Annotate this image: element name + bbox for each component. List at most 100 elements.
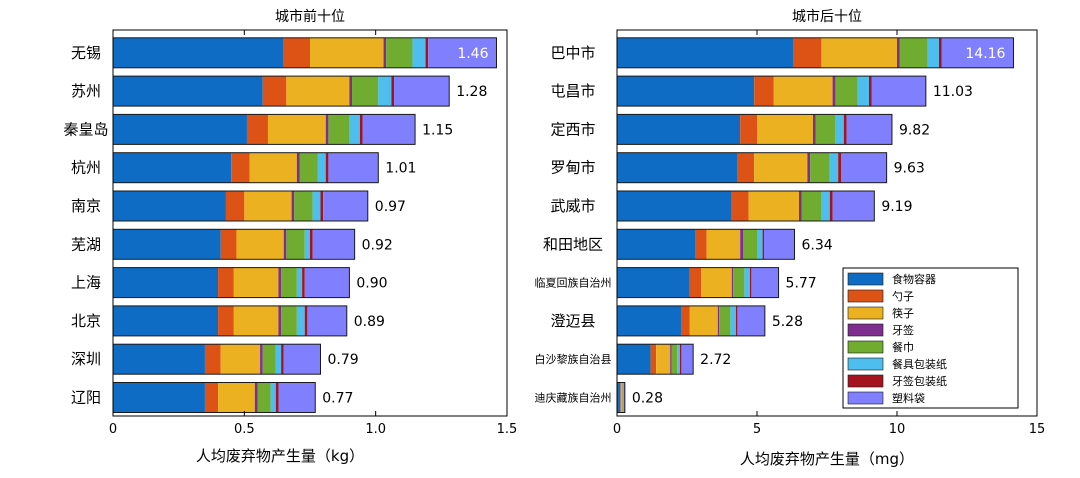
bar-segment-right-5-0 (617, 229, 696, 260)
bar-segment-left-9-3 (254, 382, 258, 413)
chart-panel-right: 城市后十位 14.16 巴中市 11.03 屯昌市 9.82 定西市 9.63 罗甸市 9.19 武… (535, 8, 1046, 468)
x-tick-label-right-0: 0 (613, 422, 621, 437)
bar-segment-right-2-2 (757, 114, 813, 145)
bar-segment-right-8-4 (671, 344, 678, 375)
category-label-left-8: 深圳 (71, 350, 101, 368)
bar-segment-right-6-0 (617, 267, 690, 298)
bar-segment-left-8-0 (113, 344, 205, 375)
bar-segment-right-5-2 (706, 229, 741, 260)
bar-segment-right-3-0 (617, 152, 738, 183)
bar-segment-left-2-4 (328, 114, 350, 145)
bar-segment-left-8-5 (275, 344, 282, 375)
chart-title-right: 城市后十位 (792, 8, 862, 25)
bar-segment-right-5-1 (695, 229, 707, 260)
bar-segment-left-9-7 (278, 382, 316, 413)
bar-segment-right-4-0 (617, 191, 732, 221)
bar-segment-right-7-3 (717, 305, 720, 336)
bar-segment-left-5-2 (236, 229, 284, 260)
bar-segment-left-0-2 (310, 37, 384, 68)
value-label-right-3: 9.63 (894, 161, 925, 177)
category-label-left-0: 无锡 (71, 44, 101, 62)
bar-segment-left-2-5 (349, 114, 360, 145)
bar-segment-left-1-7 (394, 76, 450, 107)
bar-segment-right-4-6 (829, 191, 833, 221)
bar-segment-left-4-7 (323, 191, 368, 221)
bar-segment-left-7-0 (113, 305, 219, 336)
bar-segment-left-9-0 (113, 382, 205, 413)
bar-segment-left-1-3 (349, 76, 353, 107)
bar-segment-right-0-1 (793, 37, 822, 68)
x-tick-label-right-3: 15 (1029, 422, 1046, 437)
bar-segment-left-9-2 (218, 382, 255, 413)
value-label-right-1: 11.03 (933, 84, 973, 100)
bar-segment-left-9-5 (270, 382, 276, 413)
bar-segment-right-7-1 (681, 305, 690, 336)
legend-label-0: 食物容器 (892, 272, 936, 286)
bar-segment-right-1-7 (871, 76, 926, 107)
bar-segment-left-7-1 (218, 305, 234, 336)
bar-segment-right-7-0 (617, 305, 682, 336)
x-tick-label-left-3: 1.5 (497, 422, 518, 437)
bar-segment-right-8-1 (650, 344, 657, 375)
bar-segment-left-9-6 (275, 382, 279, 413)
bar-segment-right-7-6 (736, 305, 738, 336)
legend-label-2: 筷子 (892, 306, 914, 320)
bar-segment-left-3-1 (231, 152, 250, 183)
plot-frame-right (616, 29, 1038, 417)
bar-segment-left-3-7 (328, 152, 379, 183)
bar-segment-right-8-7 (681, 344, 694, 375)
bar-segment-right-2-5 (835, 114, 844, 145)
bar-segment-right-4-4 (801, 191, 822, 221)
bar-segment-right-1-5 (857, 76, 869, 107)
bar-segment-right-5-6 (762, 229, 764, 260)
bar-segment-left-3-0 (113, 152, 232, 183)
bar-segment-right-1-2 (773, 76, 833, 107)
legend-swatch-2 (847, 306, 884, 320)
bar-segment-left-4-3 (291, 191, 295, 221)
bar-segment-right-9-1 (620, 382, 621, 413)
bar-segment-right-6-7 (751, 267, 779, 298)
bar-segment-left-7-3 (278, 305, 282, 336)
bar-segment-right-5-4 (743, 229, 757, 260)
category-label-right-7: 澄迈县 (550, 312, 595, 330)
bar-segment-right-3-3 (807, 152, 811, 183)
bar-segment-left-6-5 (296, 267, 303, 298)
bar-segment-left-3-6 (325, 152, 329, 183)
category-label-left-5: 芜湖 (71, 235, 101, 253)
bar-segment-right-3-5 (829, 152, 839, 183)
category-label-left-9: 辽阳 (71, 389, 101, 407)
bar-segment-right-9-0 (617, 382, 621, 413)
legend-swatch-5 (847, 357, 884, 371)
value-label-right-7: 5.28 (772, 314, 803, 330)
chart-panel-left: 城市前十位 1.46 无锡 1.28 苏州 1.15 秦皇岛 1.01 杭州 0.97 南京 0.92… (63, 8, 517, 465)
bar-segment-left-6-7 (304, 267, 350, 298)
bar-segment-left-0-6 (425, 37, 429, 68)
bar-segment-left-3-4 (299, 152, 318, 183)
legend-swatch-0 (847, 272, 884, 286)
value-label-right-2: 9.82 (899, 122, 930, 138)
value-label-right-0: 14.16 (965, 46, 1005, 62)
bar-segment-left-5-5 (304, 229, 310, 260)
bar-segment-right-7-4 (719, 305, 731, 336)
bar-segment-right-2-4 (815, 114, 836, 145)
bar-segment-right-6-3 (731, 267, 734, 298)
bar-segment-left-9-4 (257, 382, 271, 413)
category-label-left-3: 杭州 (71, 159, 101, 177)
category-label-right-0: 巴中市 (550, 44, 595, 62)
bar-segment-right-4-3 (799, 191, 802, 221)
bar-segment-right-4-7 (832, 191, 875, 221)
bar-segment-right-9-2 (620, 382, 623, 413)
bar-segment-left-7-6 (304, 305, 308, 336)
x-tick-label-left-2: 1.0 (365, 422, 386, 437)
category-label-right-5: 和田地区 (543, 235, 603, 253)
bar-segment-right-4-5 (821, 191, 830, 221)
category-label-right-4: 武威市 (550, 197, 595, 215)
bar-segment-right-8-5 (677, 344, 680, 375)
bar-segment-left-1-1 (262, 76, 287, 107)
bar-segment-left-2-7 (362, 114, 416, 145)
category-label-left-6: 上海 (71, 274, 101, 292)
bar-segment-left-5-0 (113, 229, 221, 260)
bar-segment-right-0-5 (927, 37, 939, 68)
